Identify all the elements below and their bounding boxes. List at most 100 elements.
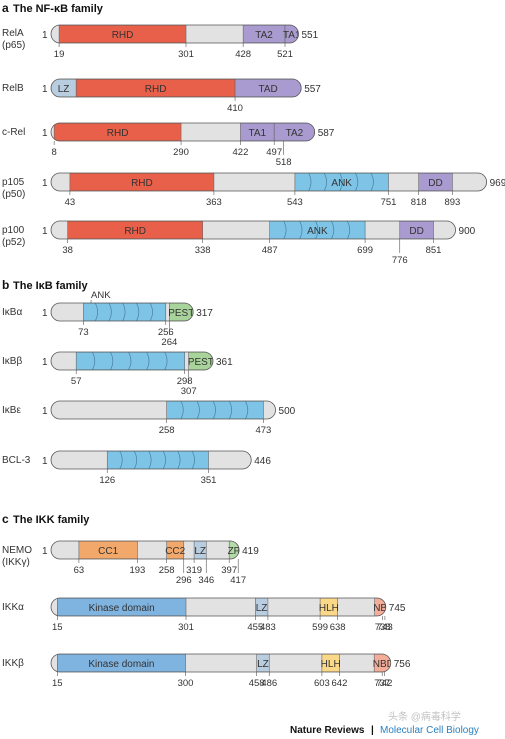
residue-number: 300 xyxy=(178,678,194,689)
protein-bar-outline xyxy=(50,122,316,142)
residue-number: 543 xyxy=(287,197,303,208)
ank-repeat-divider xyxy=(177,451,181,469)
protein-bar-outline xyxy=(50,540,240,560)
domain-label: RHD xyxy=(145,84,167,95)
domain-label: TA2 xyxy=(286,128,304,139)
protein-row: p100(p52) 1 RHD ANK DD 900 38 338 487 699 776 851 xyxy=(2,220,476,266)
footer-journal: Molecular Cell Biology xyxy=(380,725,479,736)
residue-number: 351 xyxy=(201,475,217,486)
protein-name: (IKKγ) xyxy=(2,557,30,568)
start-residue: 1 xyxy=(42,456,48,467)
residue-number: 296 xyxy=(176,575,192,586)
end-residue: 587 xyxy=(318,128,335,139)
protein-name: RelB xyxy=(2,83,24,94)
domain-label: PEST xyxy=(168,308,194,319)
residue-number: 258 xyxy=(159,565,175,576)
protein-row: IκBε 1 500 258 473 xyxy=(2,400,296,436)
domain-ank xyxy=(269,221,366,239)
domain-label: Kinase domain xyxy=(89,603,155,614)
domain-label: CC1 xyxy=(98,546,118,557)
residue-number: 521 xyxy=(277,49,293,60)
ank-repeat-divider xyxy=(323,173,327,191)
bar-inner: Kinase domain LZ HLH NBD xyxy=(51,598,386,616)
domain-label: LZ xyxy=(256,603,268,614)
residue-number: 126 xyxy=(99,475,115,486)
domain-rhd xyxy=(53,123,182,141)
domain-tad xyxy=(234,79,302,97)
domain-rhd xyxy=(67,221,203,239)
ank-repeat-divider xyxy=(164,352,168,370)
section-title-nfkb: The NF-κB family xyxy=(13,3,104,15)
protein-name: IκBε xyxy=(2,405,21,416)
domain-ank-repeats xyxy=(106,451,209,469)
residue-number: 743 xyxy=(377,622,393,633)
protein-name: RelA xyxy=(2,28,24,39)
domain-label: Kinase domain xyxy=(88,659,154,670)
residue-number: 818 xyxy=(411,197,427,208)
residue-number: 410 xyxy=(227,103,243,114)
domain-label: ZF xyxy=(228,546,240,557)
bar-inner: CC1 CC2 LZ ZF xyxy=(51,541,240,559)
ank-repeat-divider xyxy=(94,303,98,321)
domain-ank-repeats xyxy=(166,401,264,419)
residue-number: 319 xyxy=(186,565,202,576)
protein-row: BCL-3 1 446 126 351 xyxy=(2,450,271,486)
protein-bar-outline xyxy=(50,400,276,420)
protein-name: c-Rel xyxy=(2,127,25,138)
domain-label: DD xyxy=(409,226,423,237)
domain-ank-repeats xyxy=(75,352,185,370)
domain-rhd xyxy=(69,173,215,191)
protein-bar-outline xyxy=(50,653,392,673)
bar-inner: LZ RHD TAD xyxy=(51,79,302,97)
domain-label: TA1 xyxy=(249,128,267,139)
ank-repeat-divider xyxy=(133,451,138,469)
section-b-header: b The IκB family xyxy=(2,278,88,292)
ank-repeat-divider xyxy=(148,451,152,469)
section-a-header: a The NF-κB family xyxy=(2,1,104,15)
domain-lz xyxy=(193,541,207,559)
domain-label: DD xyxy=(428,178,442,189)
residue-number: 699 xyxy=(357,245,373,256)
domain-label: RHD xyxy=(112,30,134,41)
residue-number: 738 xyxy=(375,622,391,633)
domain-ank-repeats xyxy=(83,303,167,321)
residue-number: 737 xyxy=(374,678,390,689)
ank-repeat-divider xyxy=(146,352,150,370)
start-residue: 1 xyxy=(42,178,48,189)
ank-repeat-divider xyxy=(122,303,126,321)
end-residue: 500 xyxy=(279,406,296,417)
ank-repeat-divider xyxy=(354,173,359,191)
residue-number: 301 xyxy=(178,49,194,60)
protein-name: p105 xyxy=(2,177,25,188)
residue-number: 473 xyxy=(255,425,271,436)
residue-number: 751 xyxy=(381,197,397,208)
residue-number: 851 xyxy=(426,245,442,256)
residue-number: 518 xyxy=(276,157,292,168)
protein-name: IκBα xyxy=(2,307,22,318)
end-residue: 557 xyxy=(304,84,321,95)
residue-number: 15 xyxy=(52,622,63,633)
section-title-ikb: The IκB family xyxy=(13,280,88,292)
section-c-header: c The IKK family xyxy=(2,512,90,526)
ank-repeat-divider xyxy=(330,221,335,239)
residue-number: 497 xyxy=(266,147,282,158)
protein-row: RelB 1 LZ RHD TAD 557 410 xyxy=(2,78,321,114)
domain-label: LZ xyxy=(257,659,269,670)
above-label: ANK xyxy=(91,290,111,301)
ank-repeat-divider xyxy=(196,401,200,419)
end-residue: 900 xyxy=(459,226,476,237)
footer: Nature Reviews | Molecular Cell Biology … xyxy=(290,710,479,736)
protein-row: p105(p50) 1 RHD ANK DD 969 43 363 543 751 818 893 xyxy=(2,172,505,208)
domain-nbd xyxy=(373,654,391,672)
bar-inner: RHD ANK DD xyxy=(51,173,487,191)
protein-name: BCL-3 xyxy=(2,455,31,466)
ank-repeat-divider xyxy=(315,221,319,239)
bar-inner: PEST xyxy=(51,352,213,370)
residue-number: 338 xyxy=(195,245,211,256)
residue-number: 19 xyxy=(54,49,65,60)
residue-number: 638 xyxy=(330,622,346,633)
start-residue: 1 xyxy=(42,84,48,95)
